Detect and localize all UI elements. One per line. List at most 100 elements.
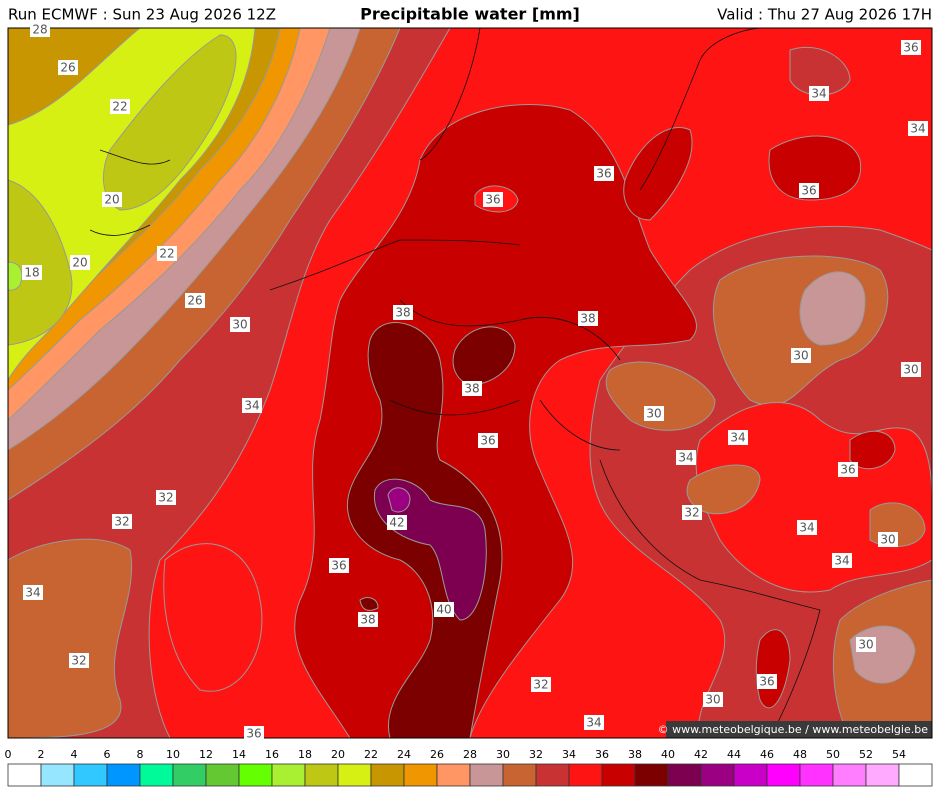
contour-label: 36 <box>331 559 346 573</box>
legend-swatch <box>535 763 570 787</box>
contour-label-box <box>70 255 90 270</box>
legend-tick-label: 2 <box>38 748 45 761</box>
legend-swatch <box>436 763 471 787</box>
contour-label-box <box>728 430 748 445</box>
legend-tick-label: 30 <box>496 748 510 761</box>
contour-label-box <box>387 515 407 530</box>
contour-label: 34 <box>244 399 259 413</box>
legend-swatch <box>238 763 273 787</box>
contour-label: 38 <box>580 312 595 326</box>
contour-label: 38 <box>464 382 479 396</box>
contour-label: 30 <box>858 638 873 652</box>
contour-label: 32 <box>684 506 699 520</box>
legend-swatch <box>73 763 108 787</box>
contour-label-box <box>809 86 829 101</box>
contour-label-box <box>110 99 130 114</box>
contour-label-box <box>69 653 89 668</box>
legend-swatch <box>634 763 669 787</box>
contour-label: 36 <box>485 193 500 207</box>
contour-label-box <box>462 381 482 396</box>
legend-tick-label: 18 <box>298 748 312 761</box>
legend-tick-label: 40 <box>661 748 675 761</box>
contour-label-box <box>358 612 378 627</box>
contour-label: 32 <box>533 678 548 692</box>
contour-label-box <box>483 192 503 207</box>
contour-label-box <box>676 450 696 465</box>
legend-swatch <box>40 763 75 787</box>
legend-swatch <box>700 763 735 787</box>
contour-label-box <box>531 677 551 692</box>
contour-label-box <box>329 558 349 573</box>
legend-tick-label: 28 <box>463 748 477 761</box>
legend-tick-label: 26 <box>430 748 444 761</box>
contour-label: 34 <box>25 586 40 600</box>
legend-swatch <box>733 763 768 787</box>
legend-tick-label: 6 <box>104 748 111 761</box>
legend-tick-label: 50 <box>826 748 840 761</box>
contour-label: 40 <box>436 603 451 617</box>
legend-tick-label: 24 <box>397 748 411 761</box>
contour-label: 42 <box>389 516 404 530</box>
legend-tick-label: 36 <box>595 748 609 761</box>
contour-label: 30 <box>880 533 895 547</box>
contour-label-box <box>23 585 43 600</box>
colorbar: 0 2 4 6 8 10 12 14 16 18 20 22 24 26 28 30 32 34 36 38 40 42 4… <box>5 748 933 787</box>
contour-label-box <box>901 40 921 55</box>
legend-swatch <box>271 763 306 787</box>
contour-label: 36 <box>903 41 918 55</box>
contour-label: 32 <box>71 654 86 668</box>
run-info: Run ECMWF : Sun 23 Aug 2026 12Z <box>8 6 276 24</box>
contour-label: 26 <box>187 294 202 308</box>
contour-label-box <box>393 305 413 320</box>
map-title: Precipitable water [mm] <box>360 5 580 24</box>
contour-label-box <box>30 22 50 37</box>
contour-label-box <box>799 183 819 198</box>
contour-label: 34 <box>730 431 745 445</box>
contour-label-box <box>791 348 811 363</box>
contour-label-box <box>838 462 858 477</box>
legend-swatch <box>601 763 636 787</box>
legend-tick-label: 48 <box>793 748 807 761</box>
contour-label: 26 <box>60 61 75 75</box>
legend-tick-label: 14 <box>232 748 246 761</box>
legend-tick-label: 8 <box>137 748 144 761</box>
contour-label-box <box>22 265 42 280</box>
contour-label-box <box>242 398 262 413</box>
contour-label: 32 <box>114 515 129 529</box>
contour-label-box <box>682 505 702 520</box>
legend-swatch <box>403 763 438 787</box>
contour-label: 28 <box>32 23 47 37</box>
contour-label: 34 <box>834 554 849 568</box>
contour-label: 30 <box>903 363 918 377</box>
contour-label: 36 <box>480 434 495 448</box>
map-frame <box>7 27 933 739</box>
legend-tick-label: 0 <box>5 748 12 761</box>
contour-label-box <box>856 637 876 652</box>
legend-tick-label: 44 <box>727 748 741 761</box>
contour-label-box <box>230 317 250 332</box>
legend-swatch <box>304 763 339 787</box>
legend-tick-label: 54 <box>892 748 906 761</box>
legend-swatch <box>469 763 504 787</box>
legend-tick-label: 22 <box>364 748 378 761</box>
contour-label-box <box>185 293 205 308</box>
legend-swatch <box>832 763 867 787</box>
legend-swatch <box>106 763 141 787</box>
legend-tick-label: 4 <box>71 748 78 761</box>
legend-tick-label: 20 <box>331 748 345 761</box>
contour-label-box <box>156 490 176 505</box>
legend-swatch <box>370 763 405 787</box>
contour-label: 30 <box>232 318 247 332</box>
map-field: © www.meteobelgique.be / www.meteobelgie… <box>8 28 932 738</box>
contour-label-box <box>584 715 604 730</box>
contour-labels: 28 26 22 20 22 20 18 26 30 34 32 32 34 32 36 38 38 36 42 36… <box>22 22 928 741</box>
contour-label-box <box>102 192 122 207</box>
legend-tick-label: 46 <box>760 748 774 761</box>
legend-swatch <box>205 763 240 787</box>
contour-label-box <box>594 166 614 181</box>
contour-label: 38 <box>395 306 410 320</box>
credit-background <box>666 721 932 738</box>
contour-label-box <box>703 692 723 707</box>
legend-swatch <box>337 763 372 787</box>
